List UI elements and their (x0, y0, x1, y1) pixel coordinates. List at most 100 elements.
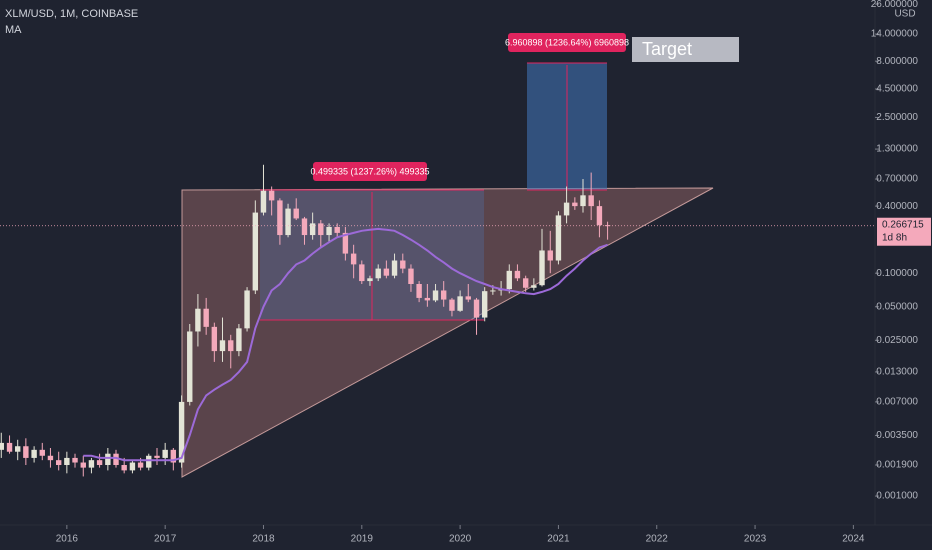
candle-body (31, 449, 37, 458)
candle-body (555, 215, 562, 261)
y-tick-label: 0.001900 (876, 460, 918, 471)
candle-body (187, 331, 193, 402)
y-tick-label: 0.700000 (876, 174, 918, 185)
target-box (632, 37, 739, 62)
y-tick-label: 26.000000 (871, 0, 919, 10)
candle-body (359, 264, 365, 282)
candle-body (531, 285, 537, 288)
x-tick-label: 2016 (56, 534, 79, 545)
candle-body (326, 226, 332, 236)
candle-body (490, 290, 496, 292)
last-price-badge (877, 217, 931, 246)
candle-body (277, 200, 283, 236)
x-tick-label: 2017 (154, 534, 177, 545)
candle-body (252, 212, 259, 291)
candle-body (47, 455, 54, 461)
y-tick-label: 0.050000 (876, 301, 918, 312)
candle-body (154, 455, 160, 458)
candle-body (260, 190, 267, 213)
candle-body (391, 260, 398, 276)
candle-body (596, 206, 603, 226)
candle-body (268, 190, 275, 201)
candle-body (416, 284, 422, 298)
candle-body (137, 462, 144, 468)
chart-title: XLM/USD, 1M, COINBASE (5, 8, 138, 20)
y-tick-label: 0.025000 (876, 335, 918, 346)
countdown-label: 1d 8h (882, 232, 907, 243)
y-tick-label: 0.013000 (876, 367, 918, 378)
candle-body (334, 226, 340, 233)
target-label: Target (642, 39, 692, 59)
candle-body (55, 460, 62, 466)
candle-body (228, 340, 234, 352)
y-tick-label: 0.400000 (876, 201, 918, 212)
candle-body (178, 401, 185, 463)
y-tick-label: 14.000000 (871, 29, 919, 40)
candle-body (547, 250, 553, 261)
candle-body (350, 253, 357, 265)
y-tick-label: 2.500000 (876, 112, 918, 123)
candle-body (6, 442, 13, 452)
candle-body (572, 202, 578, 207)
candle-body (293, 208, 299, 219)
candle-body (80, 462, 86, 468)
candle-body (342, 232, 349, 254)
ma-line (83, 227, 608, 462)
candle-body (195, 308, 201, 332)
candle-body (604, 225, 611, 227)
candle-body (522, 278, 529, 288)
candle-body (563, 202, 570, 216)
candle-body (113, 453, 119, 466)
y-tick-label: 0.003500 (876, 430, 918, 441)
candle-body (473, 299, 480, 318)
candle-body (121, 465, 127, 471)
candle-body (318, 223, 324, 236)
x-tick-label: 2022 (646, 534, 669, 545)
candle-body (408, 268, 414, 285)
candle-body (88, 460, 95, 468)
legend-entry: MA (5, 24, 22, 36)
x-tick-label: 2023 (744, 534, 767, 545)
triangle-pattern (181, 187, 714, 478)
candle-body (588, 195, 594, 207)
candle-body (440, 290, 447, 300)
candle-body (465, 296, 471, 300)
x-tick-label: 2020 (449, 534, 472, 545)
candle-body (506, 270, 512, 290)
candle-body (0, 442, 4, 450)
candle-body (146, 455, 152, 468)
y-tick-label: 1.300000 (876, 144, 918, 155)
candle-body (211, 326, 218, 352)
plot (0, 164, 875, 477)
candle-body (301, 218, 308, 236)
candle-body (105, 453, 111, 466)
candle-body (39, 449, 45, 456)
candle-body (244, 290, 250, 329)
candle-body (367, 278, 373, 282)
x-tick-label: 2021 (547, 534, 570, 545)
candle-body (424, 297, 431, 301)
candle-body (23, 446, 29, 458)
currency-label: USD (894, 9, 915, 20)
y-tick-label: 0.001000 (876, 491, 918, 502)
candle-body (539, 250, 545, 286)
candle-body (203, 308, 209, 327)
measure-label: 0.499335 (1237.26%) 499335 (310, 166, 429, 176)
candle-body (400, 260, 406, 269)
candle-body (383, 268, 390, 276)
last-price-label: 0.266715 (882, 219, 924, 230)
candle-body (449, 299, 455, 311)
candle-body (129, 462, 136, 471)
y-tick-label: 0.100000 (876, 268, 918, 279)
candle-body (219, 340, 226, 352)
candle-body (375, 268, 381, 279)
candle-body (432, 290, 439, 301)
measure-label: 6.960898 (1236.64%) 6960898 (505, 37, 629, 47)
candle-body (170, 449, 177, 463)
candle-body (481, 291, 488, 318)
x-tick-label: 2019 (351, 534, 374, 545)
candle-body (309, 223, 316, 236)
measure-label-bg (508, 33, 626, 52)
x-tick-label: 2018 (252, 534, 275, 545)
